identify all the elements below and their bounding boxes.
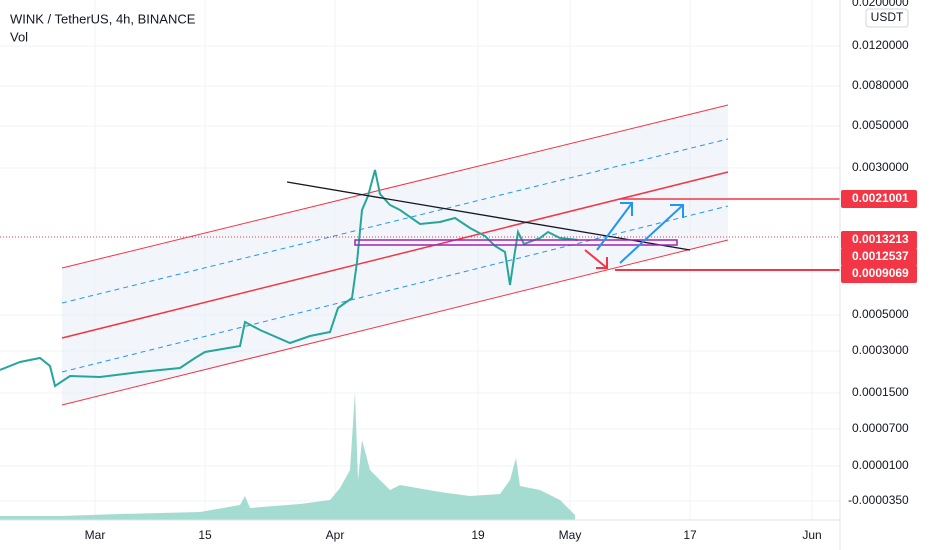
price-label: 0.0050000 bbox=[852, 118, 909, 132]
price-label: 0.0080000 bbox=[852, 78, 909, 92]
price-tag-bg bbox=[841, 265, 917, 283]
channel-lines bbox=[61, 104, 729, 406]
price-tag-bg bbox=[841, 231, 917, 249]
price-tag: 0.0009069 bbox=[852, 266, 909, 280]
currency[interactable]: USDT bbox=[871, 10, 904, 24]
indicator: Vol bbox=[10, 29, 28, 44]
price-tag-bg bbox=[841, 190, 917, 208]
price-label: 0.0003000 bbox=[852, 343, 909, 357]
price-tag: 0.0012537 bbox=[852, 249, 909, 263]
time-label: 17 bbox=[683, 528, 697, 542]
price-label: 0.0001500 bbox=[852, 385, 909, 399]
down-arrow bbox=[584, 249, 608, 269]
price-label: 0.0200000 bbox=[852, 0, 909, 9]
volume bbox=[0, 392, 575, 520]
time-label: Mar bbox=[85, 528, 106, 542]
time-label: Apr bbox=[326, 528, 345, 542]
price-tag: 0.0013213 bbox=[852, 232, 909, 246]
price-label: 0.0005000 bbox=[852, 307, 909, 321]
trendline bbox=[286, 181, 691, 251]
channel-dashed bbox=[61, 138, 729, 373]
price-tag-bg bbox=[841, 248, 917, 266]
price-label: 0.0000700 bbox=[852, 421, 909, 435]
time-label: 19 bbox=[471, 528, 485, 542]
price-label: 0.0120000 bbox=[852, 38, 909, 52]
price-tag: 0.0021001 bbox=[852, 191, 909, 205]
time-label: May bbox=[559, 528, 582, 542]
price-series bbox=[0, 169, 579, 388]
price-label: -0.0000350 bbox=[848, 493, 909, 507]
time-label: 15 bbox=[198, 528, 212, 542]
price-label: 0.0030000 bbox=[852, 160, 909, 174]
time-label: Jun bbox=[802, 528, 821, 542]
price-label: 0.0000100 bbox=[852, 458, 909, 472]
currency-box[interactable] bbox=[865, 8, 909, 28]
support-zone bbox=[354, 239, 678, 246]
up-arrows bbox=[596, 202, 684, 264]
title: WINK / TetherUS, 4h, BINANCE bbox=[10, 11, 196, 26]
